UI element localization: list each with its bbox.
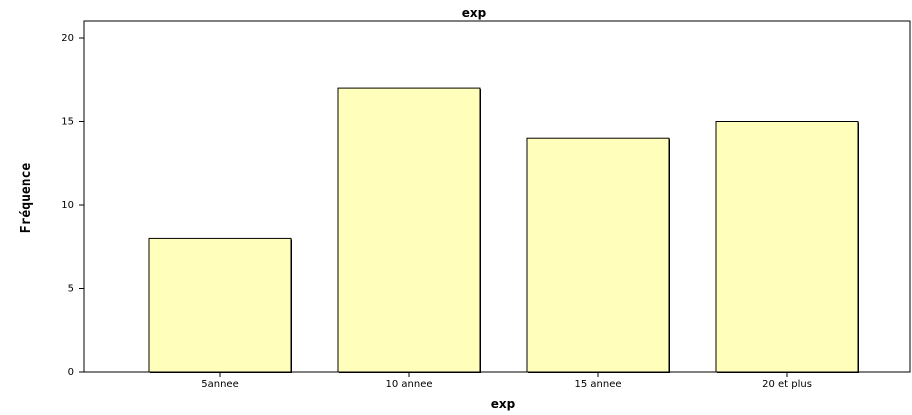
plot-frame xyxy=(83,20,911,373)
y-tick-label: 5 xyxy=(68,284,74,295)
bar xyxy=(148,237,292,373)
bars-group xyxy=(148,87,859,373)
bar xyxy=(715,121,859,373)
bar xyxy=(526,137,670,373)
chart-title: exp xyxy=(462,6,487,20)
x-tick-label: 20 et plus xyxy=(762,379,812,390)
x-tick-label: 15 annee xyxy=(574,379,621,390)
y-axis: 0 5 10 15 20 xyxy=(61,33,84,378)
y-tick-label: 20 xyxy=(61,33,74,44)
y-tick-label: 10 xyxy=(61,200,74,211)
x-tick-label: 10 annee xyxy=(385,379,432,390)
x-tick-label: 5annee xyxy=(201,379,238,390)
y-tick-label: 15 xyxy=(61,117,74,128)
bar xyxy=(337,87,481,373)
x-axis-label: exp xyxy=(491,397,516,411)
y-tick-label: 0 xyxy=(68,367,74,378)
x-axis: 5annee 10 annee 15 annee 20 et plus xyxy=(201,372,812,390)
y-axis-label: Fréquence xyxy=(19,163,34,234)
